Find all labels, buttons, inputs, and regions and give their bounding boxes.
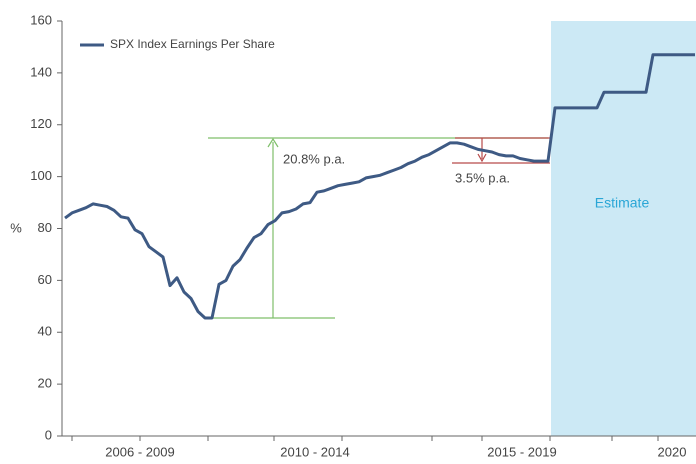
y-tick-label: 20 (38, 376, 52, 391)
growth-label: 20.8% p.a. (283, 151, 345, 166)
y-tick-label: 160 (30, 12, 52, 27)
series-line (64, 53, 695, 320)
estimate-region (551, 21, 696, 436)
y-tick-label: 120 (30, 116, 52, 131)
x-group-label: 2006 - 2009 (105, 444, 174, 459)
y-tick-label: 60 (38, 272, 52, 287)
x-ticks (71, 436, 659, 441)
x-group-label: 2020 (658, 444, 687, 459)
y-tick-label: 0 (45, 427, 52, 442)
decline-label: 3.5% p.a. (455, 170, 510, 185)
x-group-label: 2015 - 2019 (487, 444, 556, 459)
y-tick-label: 80 (38, 220, 52, 235)
legend-label: SPX Index Earnings Per Share (110, 37, 275, 51)
x-group-label: 2010 - 2014 (280, 444, 349, 459)
y-axis-label: % (10, 220, 22, 235)
y-tick-label: 100 (30, 168, 52, 183)
estimate-label: Estimate (595, 195, 650, 211)
growth-annotation (208, 137, 548, 319)
decline-annotation (452, 137, 550, 164)
y-tick-label: 140 (30, 64, 52, 79)
y-tick-label: 40 (38, 324, 52, 339)
